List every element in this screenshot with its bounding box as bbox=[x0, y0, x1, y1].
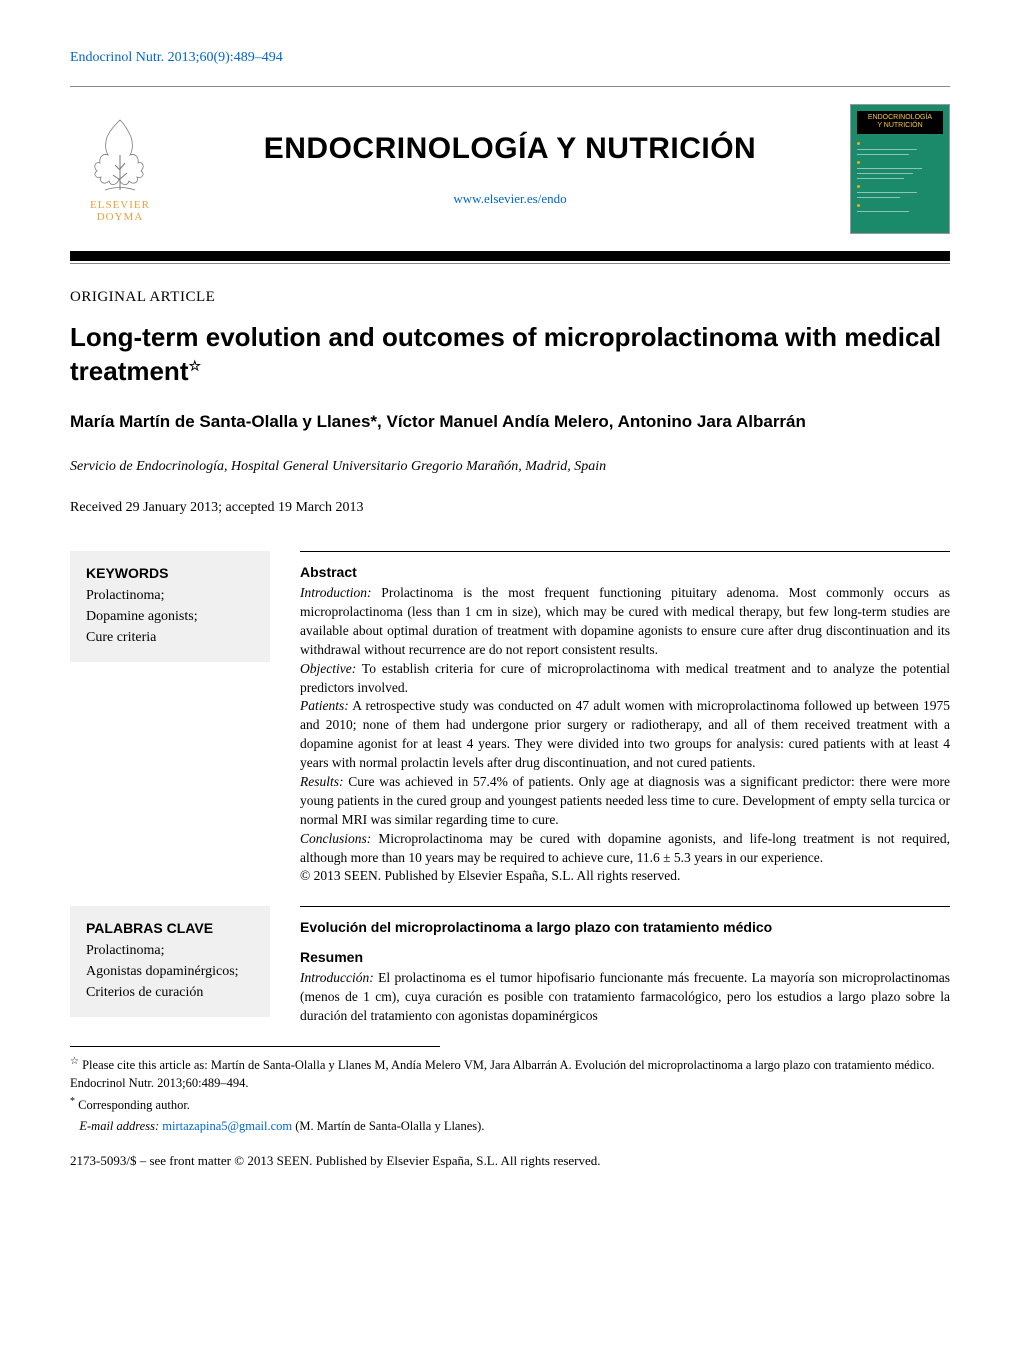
article-type: ORIGINAL ARTICLE bbox=[70, 289, 950, 306]
patients-text: A retrospective study was conducted on 4… bbox=[300, 698, 950, 770]
results-label: Results: bbox=[300, 774, 344, 789]
conclusions-label: Conclusions: bbox=[300, 831, 371, 846]
keywords-heading: KEYWORDS bbox=[86, 565, 254, 581]
cite-as-text: Please cite this article as: Martín de S… bbox=[70, 1058, 935, 1090]
footnote-corresponding: * Corresponding author. bbox=[70, 1095, 950, 1115]
cite-as-marker: ☆ bbox=[70, 1056, 79, 1067]
cover-decorative-lines bbox=[857, 142, 943, 212]
email-label: E-mail address: bbox=[79, 1119, 162, 1133]
journal-title-block: ENDOCRINOLOGÍA Y NUTRICIÓN www.elsevier.… bbox=[170, 132, 850, 207]
header-rule-thin bbox=[70, 263, 950, 264]
abstract-copyright: © 2013 SEEN. Published by Elsevier Españ… bbox=[300, 868, 680, 883]
intro-text: Prolactinoma is the most frequent functi… bbox=[300, 585, 950, 657]
journal-header: ELSEVIER DOYMA ENDOCRINOLOGÍA Y NUTRICIÓ… bbox=[70, 86, 950, 264]
corresponding-email-link[interactable]: mirtazapina5@gmail.com bbox=[162, 1119, 292, 1133]
corr-text: Corresponding author. bbox=[75, 1098, 190, 1112]
abstract-heading: Abstract bbox=[300, 564, 950, 580]
palabras-box: PALABRAS CLAVE Prolactinoma; Agonistas d… bbox=[70, 906, 270, 1017]
spanish-title: Evolución del microprolactinoma a largo … bbox=[300, 919, 950, 935]
keywords-box: KEYWORDS Prolactinoma; Dopamine agonists… bbox=[70, 551, 270, 662]
palabras-column: PALABRAS CLAVE Prolactinoma; Agonistas d… bbox=[70, 906, 270, 1026]
abstract-column: Abstract Introduction: Prolactinoma is t… bbox=[300, 551, 950, 886]
resumen-intro-label: Introducción: bbox=[300, 970, 374, 985]
conclusions-text: Microprolactinoma may be cured with dopa… bbox=[300, 831, 950, 865]
results-text: Cure was achieved in 57.4% of patients. … bbox=[300, 774, 950, 827]
elsevier-tree-icon bbox=[85, 115, 155, 195]
journal-citation[interactable]: Endocrinol Nutr. 2013;60(9):489–494 bbox=[70, 50, 950, 66]
keywords-list: Prolactinoma; Dopamine agonists; Cure cr… bbox=[86, 585, 254, 648]
header-rule bbox=[70, 86, 950, 87]
publisher-name: ELSEVIER DOYMA bbox=[90, 199, 150, 223]
footer-issn-copyright: 2173-5093/$ – see front matter © 2013 SE… bbox=[70, 1153, 950, 1169]
palabras-heading: PALABRAS CLAVE bbox=[86, 920, 254, 936]
resumen-body: Introducción: El prolactinoma es el tumo… bbox=[300, 969, 950, 1026]
journal-title: ENDOCRINOLOGÍA Y NUTRICIÓN bbox=[190, 132, 830, 166]
article-title: Long-term evolution and outcomes of micr… bbox=[70, 321, 950, 389]
palabras-list: Prolactinoma; Agonistas dopaminérgicos; … bbox=[86, 940, 254, 1003]
header-rule-thick bbox=[70, 251, 950, 261]
journal-cover-thumbnail: ENDOCRINOLOGÍA Y NUTRICIÓN bbox=[850, 104, 950, 234]
title-text: Long-term evolution and outcomes of micr… bbox=[70, 322, 941, 386]
resumen-heading: Resumen bbox=[300, 949, 950, 965]
resumen-intro-text: El prolactinoma es el tumor hipofisario … bbox=[300, 970, 950, 1023]
intro-label: Introduction: bbox=[300, 585, 372, 600]
affiliation: Servicio de Endocrinología, Hospital Gen… bbox=[70, 459, 950, 475]
authors-list: María Martín de Santa-Olalla y Llanes*, … bbox=[70, 409, 950, 435]
resumen-column: Evolución del microprolactinoma a largo … bbox=[300, 906, 950, 1026]
article-dates: Received 29 January 2013; accepted 19 Ma… bbox=[70, 500, 950, 516]
objective-label: Objective: bbox=[300, 661, 356, 676]
abstract-body: Introduction: Prolactinoma is the most f… bbox=[300, 584, 950, 886]
email-name: (M. Martín de Santa-Olalla y Llanes). bbox=[292, 1119, 484, 1133]
header-content: ELSEVIER DOYMA ENDOCRINOLOGÍA Y NUTRICIÓ… bbox=[70, 89, 950, 249]
objective-text: To establish criteria for cure of microp… bbox=[300, 661, 950, 695]
abstract-row-es: PALABRAS CLAVE Prolactinoma; Agonistas d… bbox=[70, 906, 950, 1026]
title-footnote-marker: ☆ bbox=[188, 357, 201, 373]
journal-url-link[interactable]: www.elsevier.es/endo bbox=[190, 191, 830, 207]
footnote-email: E-mail address: mirtazapina5@gmail.com (… bbox=[70, 1118, 950, 1136]
abstract-row-en: KEYWORDS Prolactinoma; Dopamine agonists… bbox=[70, 551, 950, 886]
cover-title: ENDOCRINOLOGÍA Y NUTRICIÓN bbox=[857, 111, 943, 134]
patients-label: Patients: bbox=[300, 698, 349, 713]
footnote-cite-as: ☆ Please cite this article as: Martín de… bbox=[70, 1055, 950, 1092]
keywords-column: KEYWORDS Prolactinoma; Dopamine agonists… bbox=[70, 551, 270, 886]
footnote-rule bbox=[70, 1046, 440, 1047]
publisher-logo: ELSEVIER DOYMA bbox=[70, 109, 170, 229]
